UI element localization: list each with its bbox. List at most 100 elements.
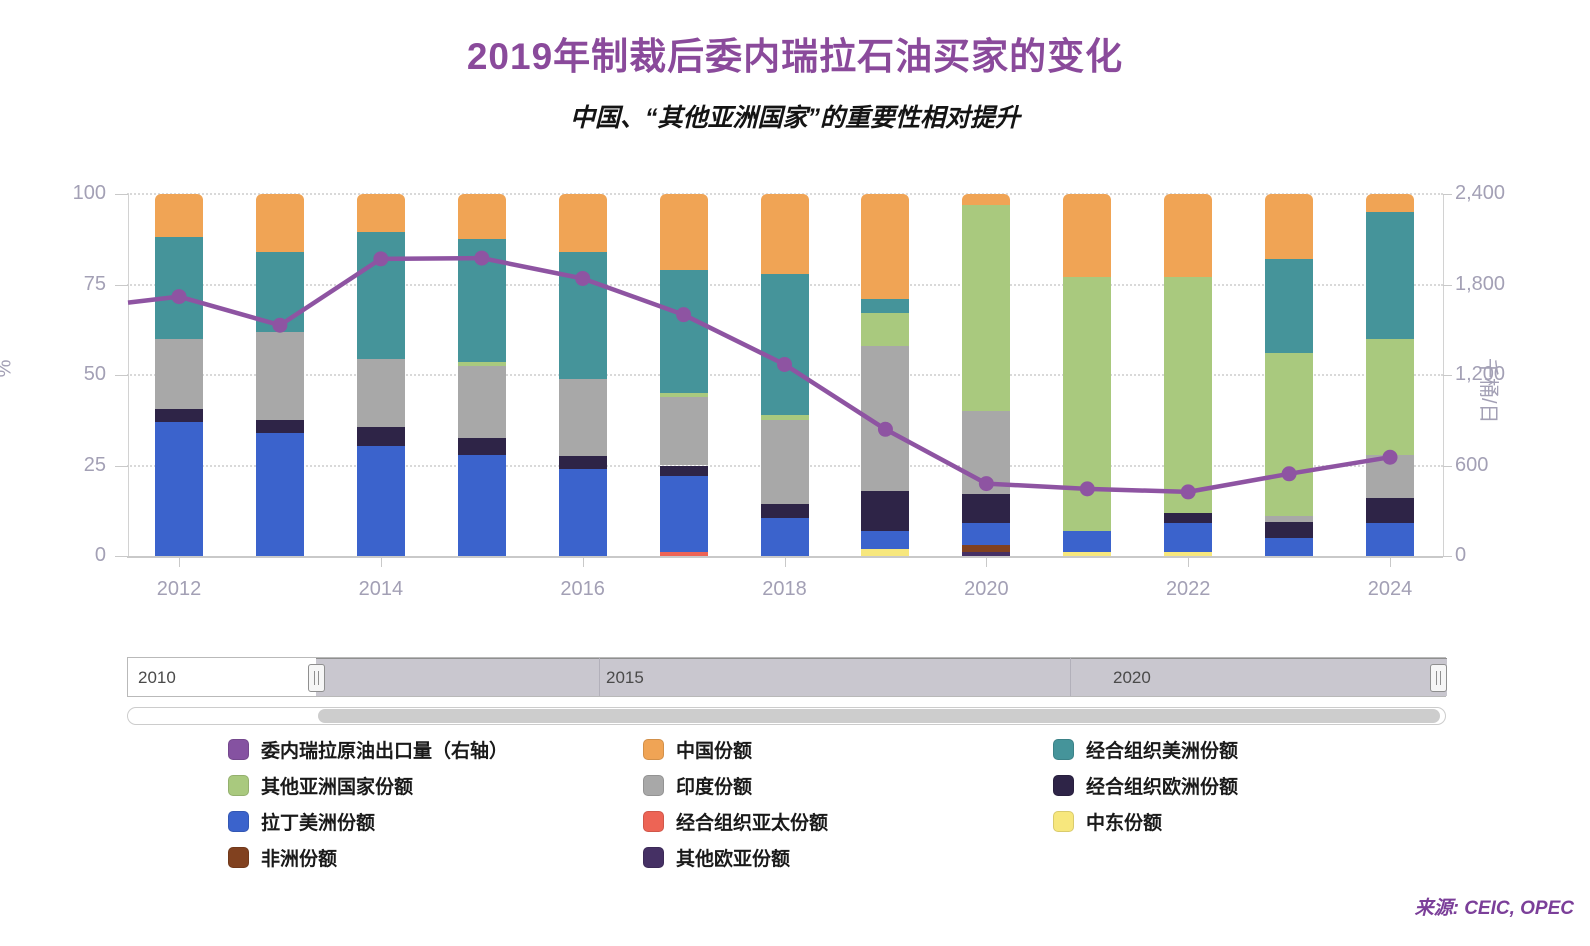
bar-segment-india[interactable] [255,331,304,421]
bar-segment-latin_america[interactable] [659,476,708,553]
bar-segment-oecd_europe[interactable] [760,503,809,518]
bar-segment-china[interactable] [558,194,607,252]
bar-segment-oecd_europe[interactable] [1164,512,1213,524]
legend-item[interactable]: 经合组织亚太份额 [643,810,828,834]
bar-segment-other_eurasia[interactable] [962,552,1011,556]
bar-segment-latin_america[interactable] [457,454,506,556]
bar-segment-latin_america[interactable] [760,517,809,556]
bar-segment-latin_america[interactable] [1366,523,1415,556]
scrollbar-thumb[interactable] [318,709,1440,723]
bar-segment-india[interactable] [760,420,809,504]
bar-segment-oecd_europe[interactable] [861,490,910,531]
bar-segment-middle_east[interactable] [1164,552,1213,556]
navigator-gridline [1070,658,1071,696]
y-left-tick [115,194,128,195]
bar-segment-latin_america[interactable] [861,530,910,549]
legend-item[interactable]: 印度份额 [643,774,828,798]
bar-segment-china[interactable] [861,194,910,299]
bar-segment-china[interactable] [1366,194,1415,213]
bar-segment-india[interactable] [1265,516,1314,522]
bar-segment-oecd_europe[interactable] [356,427,405,446]
legend-item[interactable]: 经合组织欧洲份额 [1053,774,1238,798]
bar-segment-china[interactable] [760,194,809,274]
bar-segment-china[interactable] [356,194,405,232]
bar-segment-other_asia[interactable] [962,204,1011,412]
bar-segment-other_asia[interactable] [457,362,506,366]
legend-item[interactable]: 拉丁美洲份额 [228,810,508,834]
bar-segment-china[interactable] [1063,194,1112,278]
bar-segment-oecd_americas[interactable] [659,270,708,394]
bar-segment-oecd_americas[interactable] [356,232,405,359]
bar-segment-oecd_americas[interactable] [861,298,910,314]
bar-segment-oecd_americas[interactable] [155,237,203,339]
bar-segment-africa[interactable] [962,545,1011,553]
bar-segment-oecd_europe[interactable] [558,456,607,470]
bar-segment-india[interactable] [861,346,910,491]
bar-segment-other_asia[interactable] [659,393,708,397]
bar-segment-china[interactable] [1164,194,1213,278]
bar-segment-oecd_americas[interactable] [255,251,304,332]
navigator-handle-right[interactable] [1430,664,1447,692]
bar-segment-latin_america[interactable] [1164,523,1213,553]
bar-segment-oecd_asia_pacific[interactable] [659,552,708,556]
bar-segment-latin_america[interactable] [558,469,607,556]
navigator-selected-range[interactable] [316,658,1447,696]
legend-label: 中国份额 [676,740,753,762]
legend-item[interactable]: 其他亚洲国家份额 [228,774,508,798]
bar-segment-china[interactable] [155,194,203,238]
bar-segment-oecd_europe[interactable] [155,409,203,423]
bar-segment-other_asia[interactable] [861,313,910,347]
bar-segment-oecd_europe[interactable] [1366,498,1415,524]
legend-item[interactable]: 其他欧亚份额 [643,846,828,870]
bar-segment-oecd_europe[interactable] [962,494,1011,524]
legend-label: 中东份额 [1086,812,1163,834]
legend-item[interactable]: 中东份额 [1053,810,1238,834]
bar-segment-india[interactable] [155,338,203,410]
legend-item[interactable]: 经合组织美洲份额 [1053,738,1238,762]
bar-segment-oecd_americas[interactable] [558,251,607,379]
bar-segment-india[interactable] [558,378,607,457]
bar-segment-china[interactable] [255,194,304,252]
bar-segment-other_asia[interactable] [1366,338,1415,455]
x-tick [179,558,180,567]
bar-segment-china[interactable] [962,194,1011,205]
bar-segment-india[interactable] [457,365,506,439]
y-right-tick-label: 1,800 [1455,272,1506,295]
navigator-handle-left[interactable] [308,664,325,692]
bar-segment-latin_america[interactable] [356,445,405,556]
range-navigator[interactable]: 2010 2015 2020 [127,657,1447,697]
bar-segment-oecd_americas[interactable] [760,273,809,415]
bar-segment-latin_america[interactable] [155,422,203,556]
bar-segment-oecd_europe[interactable] [659,465,708,477]
legend-swatch-icon [1053,810,1074,832]
bar-segment-middle_east[interactable] [861,548,910,556]
bar-segment-india[interactable] [356,358,405,428]
bar-segment-china[interactable] [659,194,708,271]
bar-segment-latin_america[interactable] [1265,537,1314,556]
y-left-tick-label: 0 [94,544,106,566]
horizontal-scrollbar[interactable] [127,707,1446,725]
bar-segment-latin_america[interactable] [255,432,304,556]
bar-segment-oecd_americas[interactable] [1366,212,1415,339]
bar-segment-oecd_europe[interactable] [255,420,304,433]
bar-segment-india[interactable] [1366,454,1415,499]
bar-segment-china[interactable] [457,194,506,240]
bar-segment-india[interactable] [659,396,708,466]
legend-item[interactable]: 中国份额 [643,738,828,762]
legend-item[interactable]: 委内瑞拉原油出口量（右轴） [228,738,508,762]
bar-segment-latin_america[interactable] [1063,530,1112,553]
legend-item[interactable]: 非洲份额 [228,846,508,870]
bar-segment-oecd_americas[interactable] [1265,259,1314,354]
bar-segment-oecd_europe[interactable] [1265,521,1314,538]
bar-segment-other_asia[interactable] [1265,353,1314,517]
bar-segment-middle_east[interactable] [1063,552,1112,556]
bar-segment-other_asia[interactable] [1164,277,1213,513]
bar-segment-other_asia[interactable] [760,414,809,421]
bar-segment-oecd_americas[interactable] [457,239,506,363]
bar-segment-india[interactable] [962,411,1011,495]
bar-segment-other_asia[interactable] [1063,277,1112,531]
x-tick-label: 2022 [1165,578,1211,600]
bar-segment-latin_america[interactable] [962,523,1011,546]
bar-segment-oecd_europe[interactable] [457,438,506,455]
bar-segment-china[interactable] [1265,194,1314,260]
